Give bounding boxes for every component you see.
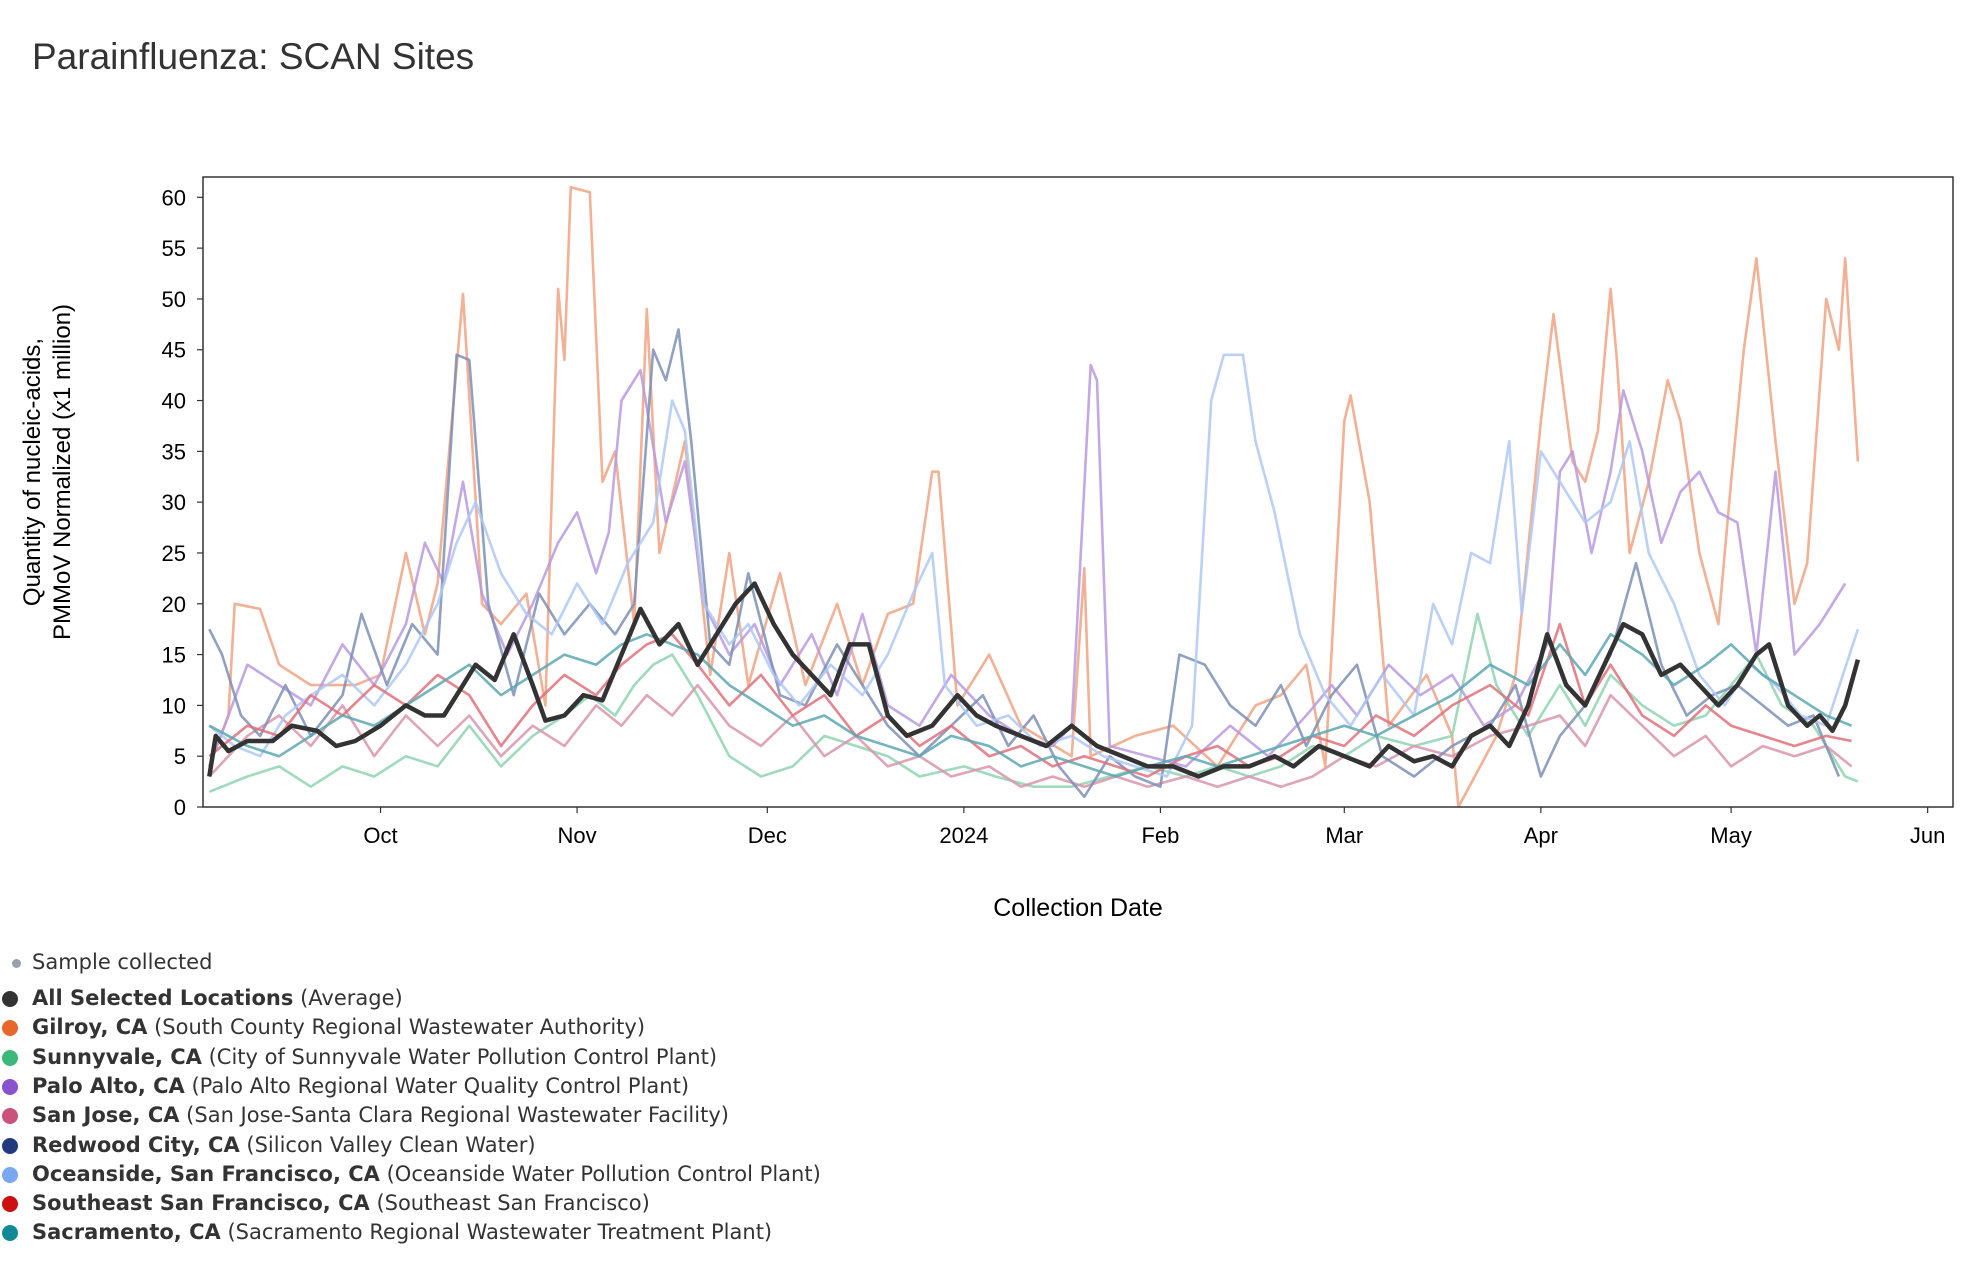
legend-item-detail: (Southeast San Francisco) xyxy=(369,1191,650,1216)
legend-item-detail: (San Jose-Santa Clara Regional Wastewate… xyxy=(179,1103,729,1128)
y-axis-label-line: Quantity of nucleic-acids, xyxy=(19,338,46,606)
series-layer xyxy=(207,185,1861,807)
legend-item-detail: (Palo Alto Regional Water Quality Contro… xyxy=(184,1073,690,1098)
x-tick-label: Oct xyxy=(363,823,397,848)
x-tick-label: Mar xyxy=(1325,823,1363,848)
y-tick-label: 55 xyxy=(162,236,186,261)
legend-item-name: Sacramento, CA xyxy=(32,1220,221,1245)
legend-item-name: San Jose, CA xyxy=(32,1103,180,1128)
series-line-oceanside-san-francisco-ca xyxy=(208,353,1860,778)
sample-dot-icon xyxy=(12,959,21,968)
series-line-all-selected-locations xyxy=(207,581,1861,779)
legend-item-text: Oceanside, San Francisco, CA (Oceanside … xyxy=(32,1160,821,1189)
legend-color-dot-icon xyxy=(2,1196,18,1213)
legend-item-text: Redwood City, CA (Silicon Valley Clean W… xyxy=(32,1131,536,1160)
y-axis: 0 5 10 15 20 25 30 35 40 45 50 55 60 xyxy=(162,185,203,820)
legend-color-dot-icon xyxy=(2,1225,18,1242)
legend-color-dot-icon xyxy=(2,1137,18,1154)
legend-item-text: Gilroy, CA (South County Regional Wastew… xyxy=(32,1013,645,1042)
legend-color-dot-icon xyxy=(2,1020,18,1037)
y-tick-label: 20 xyxy=(162,592,186,617)
plot-frame xyxy=(202,176,1954,808)
legend-item-detail: (Oceanside Water Pollution Control Plant… xyxy=(379,1161,821,1186)
legend-item-name: Redwood City, CA xyxy=(32,1132,240,1157)
legend-item-text: All Selected Locations (Average) xyxy=(32,984,403,1013)
y-axis-label: Quantity of nucleic-acids, PMMoV Normaliz… xyxy=(19,304,76,640)
series-line-redwood-city-ca xyxy=(208,328,1841,799)
series-line-palo-alto-ca xyxy=(208,363,1847,768)
legend-item-text: Sunnyvale, CA (City of Sunnyvale Water P… xyxy=(32,1043,717,1072)
y-tick-label: 60 xyxy=(162,185,186,210)
legend-item-name: Gilroy, CA xyxy=(32,1015,148,1040)
series-line-sunnyvale-ca xyxy=(208,612,1859,794)
y-tick-label: 0 xyxy=(174,795,186,820)
series-line-gilroy-ca xyxy=(208,185,1860,807)
x-tick-label: Feb xyxy=(1141,823,1179,848)
legend-item-name: Palo Alto, CA xyxy=(32,1073,185,1098)
page-title: Parainfluenza: SCAN Sites xyxy=(32,36,475,77)
y-tick-label: 40 xyxy=(162,389,186,414)
legend-item-detail: (Average) xyxy=(293,986,403,1010)
y-tick-label: 5 xyxy=(174,744,186,769)
line-chart: 0 5 10 15 20 25 30 35 40 45 50 55 60 Oct Nov Dec 2024 Fe… xyxy=(19,176,1954,922)
legend-item-detail: (Sacramento Regional Wastewater Treatmen… xyxy=(220,1220,773,1245)
legend-item-name: Sunnyvale, CA xyxy=(32,1044,202,1069)
legend-item-text: Southeast San Francisco, CA (Southeast S… xyxy=(32,1189,650,1218)
legend-color-dot-icon xyxy=(2,991,18,1007)
legend-item-name: All Selected Locations xyxy=(32,986,294,1010)
x-tick-label: May xyxy=(1710,823,1752,848)
y-tick-label: 30 xyxy=(162,490,186,515)
legend-item-text: Sacramento, CA (Sacramento Regional Wast… xyxy=(32,1218,772,1247)
legend-item-name: Oceanside, San Francisco, CA xyxy=(32,1161,380,1186)
legend-sample-label: Sample collected xyxy=(32,950,213,974)
y-tick-label: 50 xyxy=(162,287,186,312)
legend-item-detail: (City of Sunnyvale Water Pollution Contr… xyxy=(201,1044,718,1069)
x-tick-label: Nov xyxy=(558,823,597,848)
x-axis: Oct Nov Dec 2024 Feb Mar Apr May Jun xyxy=(363,807,1945,848)
x-tick-label: Jun xyxy=(1910,823,1945,848)
y-tick-label: 10 xyxy=(162,693,186,718)
y-tick-label: 15 xyxy=(162,643,186,668)
x-tick-label: Dec xyxy=(748,823,787,848)
legend-color-dot-icon xyxy=(2,1166,18,1183)
x-tick-label: 2024 xyxy=(939,823,988,848)
legend-item-text: San Jose, CA (San Jose-Santa Clara Regio… xyxy=(32,1101,729,1130)
legend-item-name: Southeast San Francisco, CA xyxy=(32,1191,370,1216)
y-tick-label: 25 xyxy=(162,541,186,566)
y-tick-label: 45 xyxy=(162,338,186,363)
series-line-sacramento-ca xyxy=(208,632,1853,778)
x-axis-label: Collection Date xyxy=(993,894,1163,922)
x-tick-label: Apr xyxy=(1524,823,1558,848)
legend-item-text: Palo Alto, CA (Palo Alto Regional Water … xyxy=(32,1072,689,1101)
legend-color-dot-icon xyxy=(2,1108,18,1125)
legend-color-dot-icon xyxy=(2,1049,18,1066)
legend-item-detail: (South County Regional Wastewater Author… xyxy=(147,1015,646,1040)
y-axis-label-line: PMMoV Normalized (x1 million) xyxy=(49,304,76,640)
y-tick-label: 35 xyxy=(162,439,186,464)
series-line-san-jose-ca xyxy=(208,683,1853,789)
legend-color-dot-icon xyxy=(2,1078,18,1095)
legend-item-detail: (Silicon Valley Clean Water) xyxy=(239,1132,536,1157)
